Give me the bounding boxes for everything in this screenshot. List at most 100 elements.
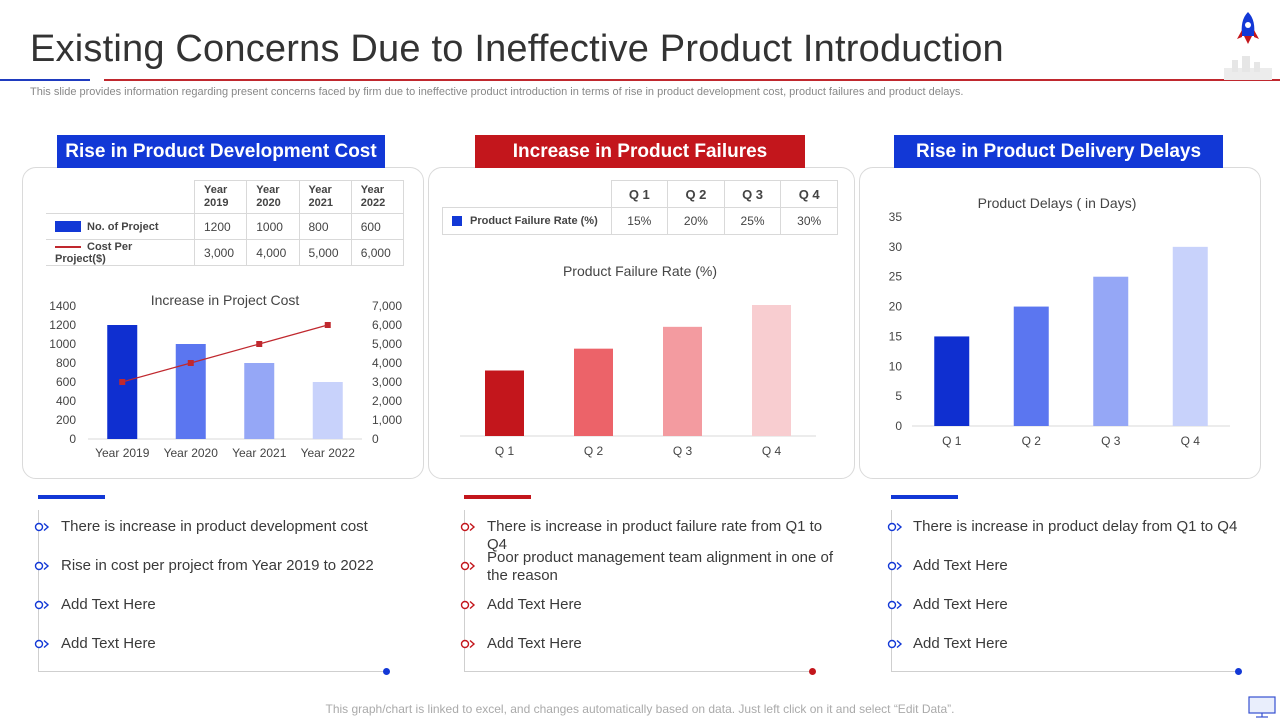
rocket-logo-icon [1224, 12, 1272, 80]
bar [244, 363, 275, 439]
table-row: No. of Project 1200 1000 800 600 [46, 213, 405, 240]
development-cost-header: Rise in Product Development Cost [57, 135, 385, 168]
y2-tick-label: 5,000 [372, 337, 402, 351]
footer-note: This graph/chart is linked to excel, and… [325, 702, 955, 716]
bullet-arrow-icon [887, 639, 903, 649]
bar [752, 305, 791, 436]
y-tick-label: 400 [56, 394, 76, 408]
series-line [122, 324, 328, 383]
table-col-header: Q 2 [667, 180, 725, 208]
y-tick-label: 800 [56, 356, 76, 370]
bullets-right-end-dot [1235, 668, 1242, 675]
y2-tick-label: 1,000 [372, 413, 402, 427]
bullet-text: There is increase in product development… [61, 518, 368, 535]
y-tick-label: 0 [895, 419, 902, 433]
x-tick-label: Q 3 [673, 444, 693, 458]
y-tick-label: 20 [889, 300, 903, 314]
line-point [119, 379, 126, 385]
bullet-arrow-icon [34, 522, 50, 532]
bullets-right-accent [891, 495, 958, 499]
page-subtitle: This slide provides information regardin… [30, 86, 964, 98]
x-tick-label: Q 2 [1022, 434, 1042, 448]
line-point [324, 322, 331, 328]
bullets-left-accent [38, 495, 105, 499]
bar-legend-swatch [452, 216, 462, 227]
bullet-arrow-icon [460, 600, 476, 610]
y-tick-label: 10 [889, 359, 903, 373]
bar [312, 382, 343, 439]
y-tick-label: 15 [889, 329, 903, 343]
y-tick-label: 600 [56, 375, 76, 389]
table-row: Product Failure Rate (%) 15% 20% 25% 30% [442, 207, 838, 235]
x-tick-label: Year 2021 [232, 446, 287, 460]
project-cost-chart: Increase in Project Cost 0 200 400 600 800 100… [49, 292, 402, 460]
table-col-header: Q 1 [610, 180, 669, 208]
x-tick-label: Q 1 [495, 444, 515, 458]
bullets-middle-frame [464, 510, 813, 672]
bullet-arrow-icon [887, 522, 903, 532]
bullet-arrow-icon [34, 639, 50, 649]
bullet-text: There is increase in product delay from … [913, 518, 1238, 535]
table-col-header: Year 2021 [298, 180, 352, 214]
y2-tick-label: 0 [372, 432, 379, 446]
bullet-arrow-icon [887, 561, 903, 571]
line-legend-swatch [55, 245, 81, 248]
product-failures-header: Increase in Product Failures [475, 135, 805, 168]
bar [663, 326, 702, 436]
line-point [256, 341, 263, 347]
x-tick-label: Q 2 [584, 444, 604, 458]
y-tick-label: 1400 [49, 299, 76, 313]
y-tick-label: 200 [56, 413, 76, 427]
bullet-text: Add Text Here [61, 596, 156, 613]
bullet-arrow-icon [460, 561, 476, 571]
table-col-header: Q 4 [780, 180, 838, 208]
bullet-text: Add Text Here [913, 635, 1008, 652]
failure-rate-chart: Product Failure Rate (%) Q 1 Q 2 Q 3 Q 4 [460, 263, 816, 458]
x-tick-label: Q 4 [762, 444, 782, 458]
x-tick-label: Q 1 [942, 434, 962, 448]
chart-title: Increase in Project Cost [151, 292, 300, 308]
monitor-icon [1248, 696, 1276, 718]
bullets-left-frame [38, 510, 387, 672]
bullet-arrow-icon [460, 639, 476, 649]
bar [934, 336, 970, 426]
chart-title: Product Failure Rate (%) [563, 263, 717, 279]
table-col-header: Year 2019 [193, 180, 248, 214]
y2-tick-label: 6,000 [372, 318, 402, 332]
bullets-left-end-dot [383, 668, 390, 675]
page-title: Existing Concerns Due to Ineffective Pro… [30, 28, 1004, 70]
bullets-right-frame [891, 510, 1240, 672]
bullet-text: Poor product management team alignment i… [487, 549, 834, 584]
chart-title: Product Delays ( in Days) [978, 195, 1137, 211]
delivery-delays-chart: Product Delays ( in Days) 0 5 10 15 20 25 30 35 Q… [889, 195, 1230, 448]
table-col-header: Year 2022 [350, 180, 405, 214]
bullet-text: Add Text Here [487, 635, 582, 652]
bullets-middle-accent [464, 495, 531, 499]
x-tick-label: Year 2019 [95, 446, 150, 460]
bullet-arrow-icon [34, 600, 50, 610]
y2-tick-label: 7,000 [372, 299, 402, 313]
y-tick-label: 1200 [49, 318, 76, 332]
x-tick-label: Year 2020 [164, 446, 219, 460]
y-tick-label: 0 [69, 432, 76, 446]
y2-tick-label: 3,000 [372, 375, 402, 389]
bullet-arrow-icon [887, 600, 903, 610]
bar [574, 348, 613, 436]
bullet-text: Add Text Here [487, 596, 582, 613]
line-point [187, 360, 194, 366]
bar [1093, 276, 1129, 426]
bullet-arrow-icon [34, 561, 50, 571]
bullets-middle-end-dot [809, 668, 816, 675]
y-tick-label: 35 [889, 210, 903, 224]
bullet-arrow-icon [460, 522, 476, 532]
x-tick-label: Year 2022 [301, 446, 356, 460]
title-underline-blue [0, 79, 90, 81]
table-row: Cost Per Project($) 3,000 4,000 5,000 6,… [46, 239, 405, 266]
bullet-text: Add Text Here [913, 596, 1008, 613]
title-underline-red [104, 79, 1280, 81]
y-tick-label: 25 [889, 270, 903, 284]
x-tick-label: Q 3 [1101, 434, 1121, 448]
bullet-text: Add Text Here [61, 635, 156, 652]
x-tick-label: Q 4 [1181, 434, 1201, 448]
bar [485, 370, 524, 436]
